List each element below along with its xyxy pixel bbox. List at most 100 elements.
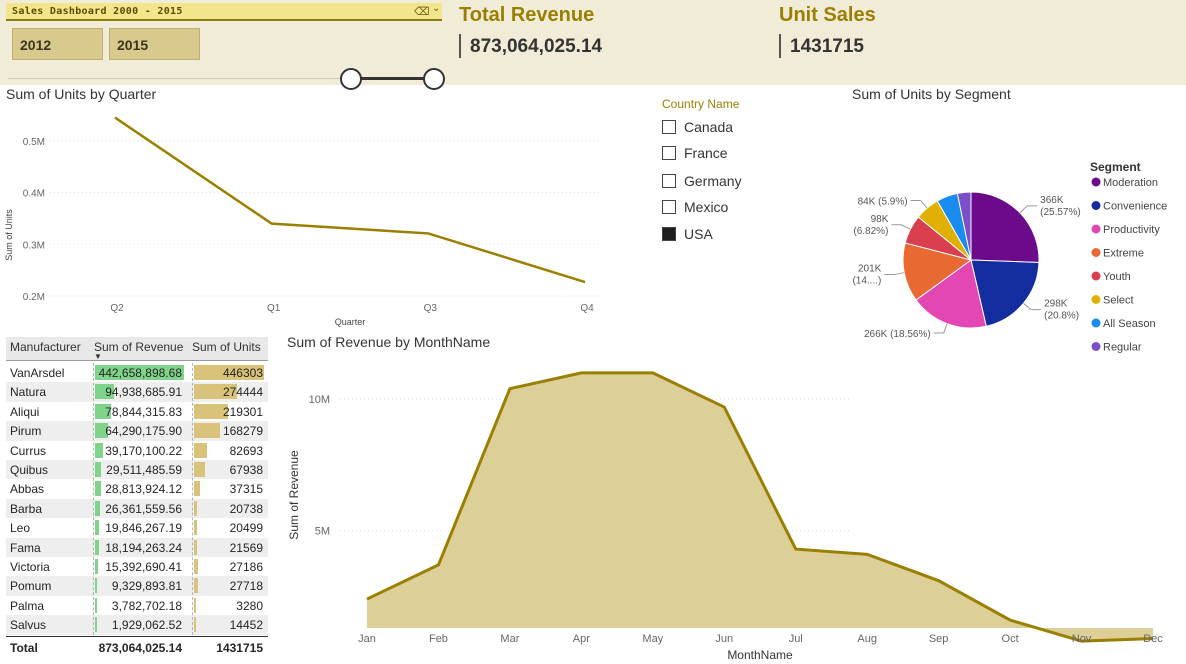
pie-slice-convenience[interactable] — [970, 259, 1040, 327]
x-tick-label: Mar — [500, 633, 519, 645]
revenue-data-bar — [95, 462, 101, 477]
slider-start-handle[interactable] — [340, 68, 362, 90]
revenue-value: 39,170,100.22 — [105, 443, 182, 458]
units-data-bar — [194, 559, 199, 574]
legend-item[interactable]: Moderation — [1103, 177, 1158, 189]
y-axis-label: Sum of Units — [4, 209, 14, 261]
table-row[interactable]: Fama 18,194,263.24 21569 — [6, 537, 268, 557]
x-tick-label: May — [642, 633, 663, 645]
legend-item[interactable]: Extreme — [1103, 248, 1144, 260]
table-row[interactable]: VanArsdel 442,658,898.68 446303 — [6, 363, 268, 382]
revenue-data-bar — [95, 500, 101, 516]
revenue-data-bar — [95, 423, 108, 439]
table-row[interactable]: Leo 19,846,267.19 20499 — [6, 518, 268, 537]
legend-item[interactable]: Select — [1103, 295, 1134, 307]
units-data-bar — [194, 384, 238, 400]
x-tick-label: Aug — [857, 633, 877, 645]
legend-item[interactable]: Productivity — [1103, 224, 1160, 236]
column-header-revenue[interactable]: Sum of Revenue — [94, 340, 184, 354]
table-row[interactable]: Abbas 28,813,924.12 37315 — [6, 479, 268, 498]
checkbox[interactable] — [662, 146, 676, 160]
pie-leader-line — [933, 323, 948, 334]
table-row[interactable]: Quibus 29,511,485.59 67938 — [6, 460, 268, 480]
manufacturer-name: Fama — [10, 540, 41, 555]
y-tick-label: 5M — [315, 526, 330, 538]
table-row[interactable]: Currus 39,170,100.22 82693 — [6, 441, 268, 460]
legend-marker — [1091, 201, 1101, 210]
revenue-value: 9,329,893.81 — [111, 579, 182, 594]
x-tick-label: Jun — [715, 633, 733, 645]
units-value: 274444 — [222, 385, 263, 400]
table-row[interactable]: Palma 3,782,702.18 3280 — [6, 596, 268, 615]
quarter-series-line[interactable] — [114, 116, 586, 284]
units-value: 21569 — [229, 540, 263, 555]
revenue-by-month-chart[interactable]: Sum of Revenue MonthName 5M 10M Jan Feb Mar… — [280, 355, 1186, 664]
manufacturer-name: Aliqui — [10, 404, 40, 419]
table-row[interactable]: Natura 94,938,685.91 274444 — [6, 382, 268, 402]
units-data-bar — [194, 442, 207, 458]
y-tick-label: 0.5M — [23, 137, 45, 148]
column-divider — [192, 363, 193, 635]
revenue-data-bar — [95, 403, 111, 419]
table-row[interactable]: Victoria 15,392,690.41 27186 — [6, 557, 268, 576]
checkbox-checked[interactable] — [662, 227, 676, 241]
revenue-value: 1,929,062.52 — [111, 618, 182, 633]
units-value: 82693 — [229, 443, 263, 458]
table-row[interactable]: Pirum 64,290,175.90 168279 — [6, 421, 268, 441]
table-row[interactable]: Barba 26,361,559.56 20738 — [6, 498, 268, 519]
legend-item[interactable]: All Season — [1103, 318, 1156, 330]
end-year-input[interactable]: 2015 — [109, 28, 200, 60]
total-revenue-title: Total Revenue — [459, 4, 595, 26]
month-series-line[interactable] — [366, 371, 1154, 643]
column-divider — [93, 363, 94, 635]
year-slider-fill — [350, 77, 434, 80]
pie-data-label: (14....) — [852, 276, 881, 287]
slider-end-handle[interactable] — [423, 68, 445, 90]
units-by-quarter-chart[interactable]: Sum of Units Quarter 0.2M 0.3M 0.4M 0.5M Q2… — [0, 100, 640, 330]
x-tick-label: Q4 — [580, 303, 594, 314]
x-tick-label: Jul — [789, 633, 803, 645]
x-tick-label: Sep — [929, 633, 949, 645]
x-tick-label: Apr — [573, 633, 590, 645]
chevron-down-icon[interactable]: ⌄ — [432, 3, 441, 14]
checkbox[interactable] — [662, 174, 676, 188]
legend-item[interactable]: Youth — [1103, 271, 1131, 283]
country-filter-title: Country Name — [662, 97, 740, 111]
units-by-segment-chart[interactable]: 366K(25.57%) 298K(20.8%) 266K (18.56%) 201K… — [840, 110, 1186, 360]
legend-marker — [1091, 177, 1101, 187]
manufacturer-name: Palma — [10, 598, 45, 613]
units-value: 168279 — [222, 424, 263, 439]
legend-marker — [1091, 318, 1101, 328]
units-data-bar — [194, 365, 264, 380]
revenue-data-bar — [95, 520, 99, 536]
revenue-value: 442,658,898.68 — [98, 366, 182, 380]
units-value: 27718 — [229, 579, 263, 594]
checkbox[interactable] — [662, 200, 676, 214]
revenue-data-bar — [95, 578, 97, 594]
pie-slice-regular[interactable] — [956, 191, 972, 261]
revenue-data-bar — [95, 442, 103, 458]
column-header-units[interactable]: Sum of Units — [192, 340, 261, 354]
x-tick-label: Dec — [1143, 633, 1163, 645]
revenue-value: 78,844,315.83 — [105, 404, 182, 419]
eraser-icon[interactable]: ⌫ — [414, 6, 430, 18]
units-data-bar — [194, 462, 205, 477]
pie-slice-extreme[interactable] — [902, 242, 973, 301]
start-year-input[interactable]: 2012 — [12, 28, 103, 60]
y-tick-label: 0.4M — [23, 189, 45, 200]
table-row[interactable]: Salvus 1,929,062.52 14452 — [6, 615, 268, 635]
legend-item[interactable]: Regular — [1103, 342, 1142, 354]
revenue-data-bar — [95, 597, 97, 613]
legend-item[interactable]: Convenience — [1103, 201, 1167, 213]
slicer-title: Sales Dashboard 2000 - 2015 — [12, 6, 183, 17]
checkbox[interactable] — [662, 120, 676, 134]
year-slider-track[interactable] — [8, 78, 440, 79]
x-tick-label: Nov — [1072, 633, 1092, 645]
legend-marker — [1091, 248, 1101, 257]
pie-slice-moderation[interactable] — [970, 191, 1040, 263]
unit-sales-title: Unit Sales — [779, 4, 876, 26]
column-header-manufacturer[interactable]: Manufacturer — [10, 340, 81, 354]
table-row[interactable]: Aliqui 78,844,315.83 219301 — [6, 402, 268, 421]
table-row[interactable]: Pomum 9,329,893.81 27718 — [6, 576, 268, 596]
manufacturer-name: Barba — [10, 501, 43, 516]
